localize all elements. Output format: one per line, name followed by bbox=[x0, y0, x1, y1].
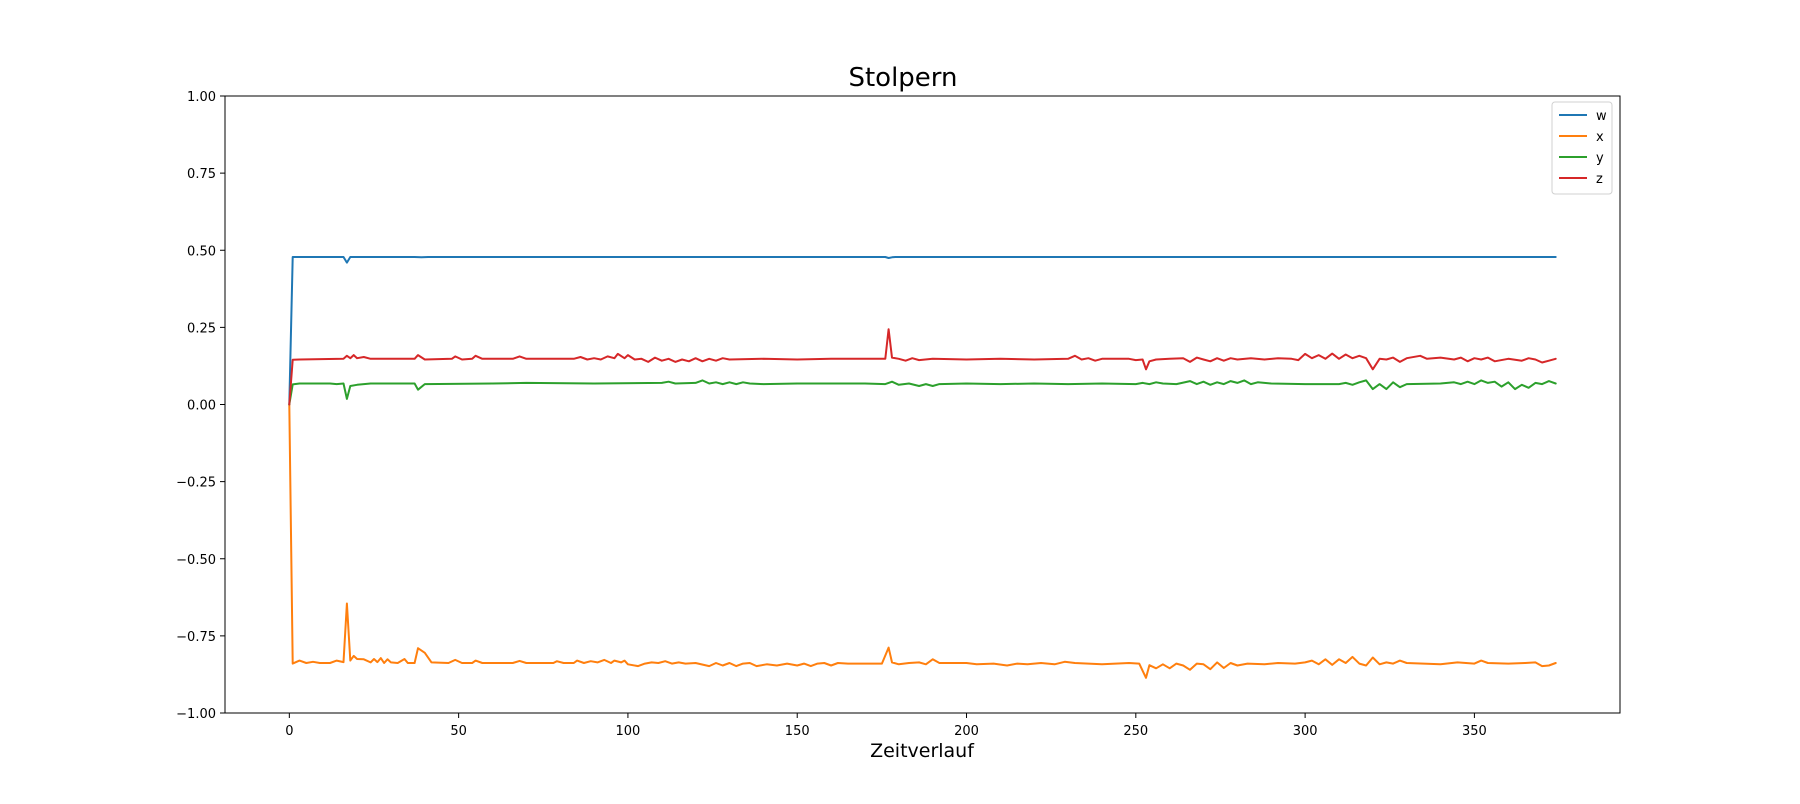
plot-area bbox=[224, 95, 1621, 714]
series-line-y bbox=[288, 379, 1557, 406]
x-tick-label: 200 bbox=[954, 724, 979, 739]
x-axis: 0 50 100 150 200 250 300 350 bbox=[285, 713, 1487, 739]
y-tick-label: 0.25 bbox=[187, 321, 216, 336]
y-tick-label: −0.50 bbox=[176, 553, 216, 568]
x-tick-label: 300 bbox=[1293, 724, 1318, 739]
x-tick-label: 150 bbox=[785, 724, 810, 739]
x-tick-label: 50 bbox=[450, 724, 467, 739]
y-tick-label: −0.25 bbox=[176, 476, 216, 491]
y-tick-label: 0.75 bbox=[187, 167, 216, 182]
legend-label-y: y bbox=[1596, 151, 1604, 166]
y-tick-label: −0.75 bbox=[176, 630, 216, 645]
y-axis: 1.00 0.75 0.50 0.25 0.00 −0.25 −0.50 −0.75 −1.00 bbox=[176, 90, 225, 722]
legend-label-x: x bbox=[1596, 130, 1604, 145]
x-tick-label: 250 bbox=[1123, 724, 1148, 739]
y-tick-label: 1.00 bbox=[187, 90, 216, 105]
plot-background bbox=[225, 96, 1620, 713]
y-tick-label: 0.50 bbox=[187, 244, 216, 259]
series-line-x bbox=[288, 403, 1557, 679]
x-tick-label: 350 bbox=[1462, 724, 1487, 739]
legend-label-z: z bbox=[1596, 172, 1603, 187]
x-tick-label: 0 bbox=[285, 724, 293, 739]
chart-title: Stolpern bbox=[848, 63, 957, 93]
series-line-z bbox=[288, 328, 1557, 406]
y-tick-label: −1.00 bbox=[176, 707, 216, 722]
y-tick-label: 0.00 bbox=[187, 399, 216, 414]
legend-label-w: w bbox=[1596, 109, 1607, 124]
x-tick-label: 100 bbox=[616, 724, 641, 739]
series-layer bbox=[288, 256, 1557, 679]
series-line-w bbox=[288, 256, 1557, 406]
x-axis-label: Zeitverlauf bbox=[870, 740, 975, 762]
legend-box bbox=[1551, 101, 1613, 195]
